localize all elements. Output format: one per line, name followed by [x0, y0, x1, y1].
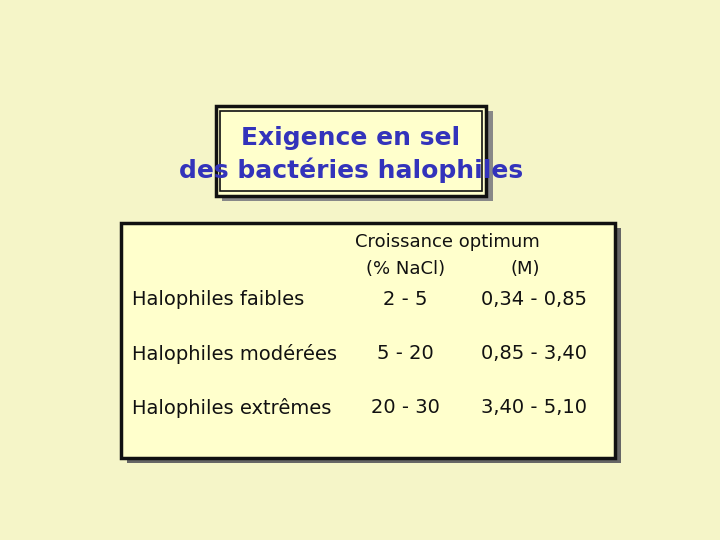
FancyBboxPatch shape: [222, 111, 493, 201]
FancyBboxPatch shape: [121, 223, 615, 458]
FancyBboxPatch shape: [127, 228, 621, 463]
FancyBboxPatch shape: [215, 106, 486, 196]
Text: 2 - 5: 2 - 5: [383, 290, 428, 309]
Text: 5 - 20: 5 - 20: [377, 345, 433, 363]
Text: Halophiles extrêmes: Halophiles extrêmes: [132, 398, 331, 418]
Text: Halophiles faibles: Halophiles faibles: [132, 290, 304, 309]
Text: Halophiles modérées: Halophiles modérées: [132, 344, 337, 364]
Text: 3,40 - 5,10: 3,40 - 5,10: [481, 399, 587, 417]
Text: (% NaCl): (% NaCl): [366, 260, 445, 278]
Text: Croissance optimum: Croissance optimum: [355, 233, 539, 251]
Text: Exigence en sel: Exigence en sel: [241, 126, 460, 150]
Text: 0,34 - 0,85: 0,34 - 0,85: [481, 290, 587, 309]
Text: (M): (M): [510, 260, 540, 278]
Text: 0,85 - 3,40: 0,85 - 3,40: [481, 345, 587, 363]
Text: 20 - 30: 20 - 30: [371, 399, 440, 417]
Text: des bactéries halophiles: des bactéries halophiles: [179, 158, 523, 184]
